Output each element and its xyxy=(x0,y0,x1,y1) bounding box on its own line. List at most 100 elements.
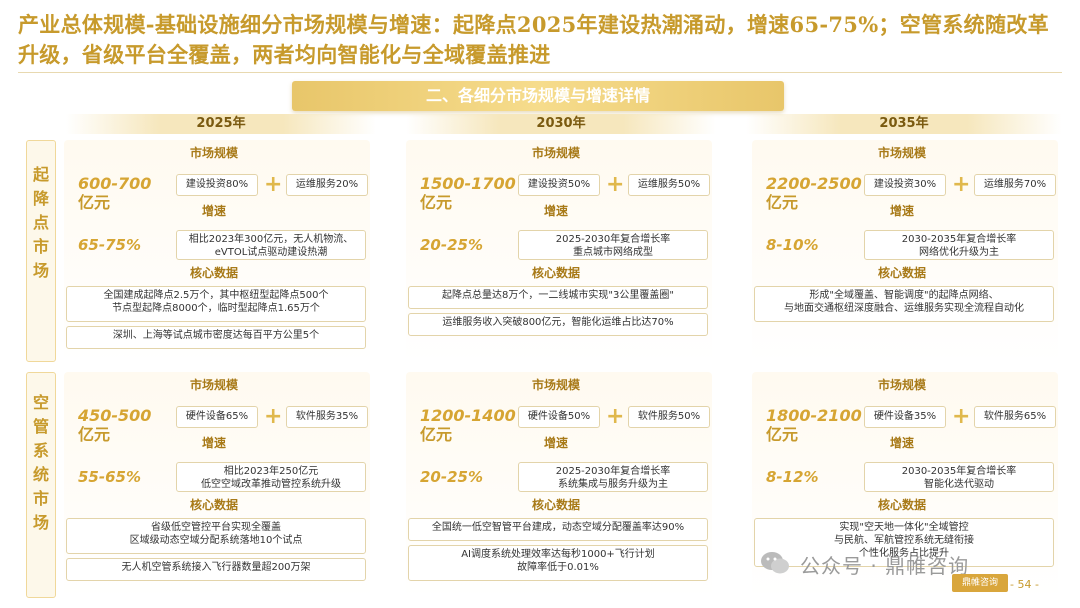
core-data-header: 核心数据 xyxy=(189,498,238,512)
core-data-box: 全国统一低空智管平台建成，动态空域分配覆盖率达90% xyxy=(408,518,708,541)
share-box-a: 硬件设备50% xyxy=(518,406,600,428)
size-unit: 亿元 xyxy=(766,193,799,212)
page-title: 产业总体规模-基础设施细分市场规模与增速：起降点2025年建设热潮涌动，增速65… xyxy=(18,12,1049,67)
core-data-box: 实现"空天地一体化"全域管控 与民航、军航管控系统无缝衔接 个性化服务占比提升 xyxy=(754,518,1054,567)
share-box-a: 建设投资50% xyxy=(518,174,600,196)
core-data-line: 形成"全域覆盖、智能调度"的起降点网络、 xyxy=(809,290,999,301)
core-data-line: 深圳、上海等试点城市密度达每百平方公里5个 xyxy=(112,330,320,341)
plus-icon: + xyxy=(952,172,971,197)
size-range: 600-700 xyxy=(78,174,152,193)
size-range: 450-500 xyxy=(78,406,152,425)
year-header-2025: 2025年 xyxy=(66,114,376,134)
growth-text-box: 2025-2030年复合增长率 系统集成与服务升级为主 xyxy=(518,462,708,492)
growth-text-box: 相比2023年250亿元 低空空域改革推动管控系统升级 xyxy=(176,462,366,492)
market-size-value: 2200-2500 亿元 xyxy=(766,174,862,212)
year-header-2035: 2035年 xyxy=(746,114,1062,134)
plus-icon: + xyxy=(606,404,625,429)
share-box-b: 软件服务65% xyxy=(974,406,1056,428)
growth-text-line: 低空空域改革推动管控系统升级 xyxy=(201,479,341,490)
growth-text-box: 相比2023年300亿元，无人机物流、 eVTOL试点驱动建设热潮 xyxy=(176,230,366,260)
size-range: 1200-1400 xyxy=(420,406,516,425)
core-data-box: 形成"全域覆盖、智能调度"的起降点网络、与地面交通枢纽深度融合、运维服务实现全流… xyxy=(754,286,1054,322)
core-data-box: 运维服务收入突破800亿元，智能化运维占比达70% xyxy=(408,313,708,336)
market-size-value: 600-700 亿元 xyxy=(78,174,151,212)
core-data-header: 核心数据 xyxy=(531,266,580,280)
share-box-b: 运维服务70% xyxy=(974,174,1056,196)
core-data-header: 核心数据 xyxy=(189,266,238,280)
growth-rate: 20-25% xyxy=(420,236,484,254)
size-unit: 亿元 xyxy=(420,193,453,212)
growth-text-line: 相比2023年300亿元，无人机物流、 xyxy=(188,234,354,245)
market-size-value: 1500-1700 亿元 xyxy=(420,174,516,212)
side-label-atc: 空管系统市场 xyxy=(26,372,56,598)
page-number: - 54 - xyxy=(1010,578,1039,591)
growth-rate: 65-75% xyxy=(78,236,142,254)
share-box-a: 建设投资80% xyxy=(176,174,258,196)
size-unit: 亿元 xyxy=(420,425,453,444)
watermark: 公众号 · 鼎帷咨询 xyxy=(800,554,970,578)
size-unit: 亿元 xyxy=(766,425,799,444)
size-range: 1800-2100 xyxy=(766,406,862,425)
brand-logo: 鼎帷咨询 xyxy=(952,574,1008,592)
core-data-box: 全国建成起降点2.5万个，其中枢纽型起降点500个 节点型起降点8000个，临时型… xyxy=(66,286,366,322)
market-size-header: 市场规模 xyxy=(531,146,580,160)
core-data-box: 无人机空管系统接入飞行器数量超200万架 xyxy=(66,558,366,581)
core-data-line: 与民航、军航管控系统无缝衔接 xyxy=(834,535,974,546)
share-box-a: 建设投资30% xyxy=(864,174,946,196)
market-size-header: 市场规模 xyxy=(877,378,926,392)
size-range: 2200-2500 xyxy=(766,174,862,193)
core-data-line: 省级低空管控平台实现全覆盖 xyxy=(151,522,281,533)
core-data-line: 无人机空管系统接入飞行器数量超200万架 xyxy=(121,562,311,573)
growth-text-line: 2025-2030年复合增长率 xyxy=(555,466,671,477)
growth-text-line: eVTOL试点驱动建设热潮 xyxy=(214,247,328,258)
size-unit: 亿元 xyxy=(78,193,111,212)
core-data-line: 故障率低于0.01% xyxy=(517,562,599,573)
growth-text-box: 2030-2035年复合增长率 网络优化升级为主 xyxy=(864,230,1054,260)
core-data-box: 起降点总量达8万个，一二线城市实现"3公里覆盖圈" xyxy=(408,286,708,309)
growth-rate: 8-10% xyxy=(766,236,819,254)
size-unit: 亿元 xyxy=(78,425,111,444)
growth-text-line: 2030-2035年复合增长率 xyxy=(901,466,1017,477)
core-data-line: 个性化服务占比提升 xyxy=(859,548,949,559)
size-range: 1500-1700 xyxy=(420,174,516,193)
wechat-icon xyxy=(760,550,790,576)
core-data-line: 与地面交通枢纽深度融合、运维服务实现全流程自动化 xyxy=(784,303,1024,314)
year-header-2030: 2030年 xyxy=(406,114,716,134)
core-data-box: 深圳、上海等试点城市密度达每百平方公里5个 xyxy=(66,326,366,349)
core-data-line: 起降点总量达8万个，一二线城市实现"3公里覆盖圈" xyxy=(442,290,674,301)
growth-header: 增速 xyxy=(889,436,914,450)
growth-text-box: 2025-2030年复合增长率 重点城市网络成型 xyxy=(518,230,708,260)
title-divider xyxy=(18,72,1062,73)
share-box-b: 软件服务35% xyxy=(286,406,368,428)
side-label-landing: 起降点市场 xyxy=(26,140,56,362)
market-size-header: 市场规模 xyxy=(531,378,580,392)
growth-text-box: 2030-2035年复合增长率 智能化迭代驱动 xyxy=(864,462,1054,492)
market-size-header: 市场规模 xyxy=(877,146,926,160)
share-box-b: 软件服务50% xyxy=(628,406,710,428)
core-data-header: 核心数据 xyxy=(877,266,926,280)
core-data-line: 节点型起降点8000个，临时型起降点1.65万个 xyxy=(112,303,320,314)
share-box-a: 硬件设备65% xyxy=(176,406,258,428)
share-box-a: 硬件设备35% xyxy=(864,406,946,428)
market-size-header: 市场规模 xyxy=(189,146,238,160)
share-box-b: 运维服务50% xyxy=(628,174,710,196)
core-data-line: 区域级动态空域分配系统落地10个试点 xyxy=(129,535,303,546)
market-size-value: 1800-2100 亿元 xyxy=(766,406,862,444)
growth-rate: 20-25% xyxy=(420,468,484,486)
share-box-b: 运维服务20% xyxy=(286,174,368,196)
market-size-value: 1200-1400 亿元 xyxy=(420,406,516,444)
market-size-value: 450-500 亿元 xyxy=(78,406,151,444)
growth-rate: 8-12% xyxy=(766,468,819,486)
growth-header: 增速 xyxy=(201,204,226,218)
core-data-box: 省级低空管控平台实现全覆盖区域级动态空域分配系统落地10个试点 xyxy=(66,518,366,554)
growth-header: 增速 xyxy=(201,436,226,450)
growth-text-line: 系统集成与服务升级为主 xyxy=(558,479,668,490)
growth-header: 增速 xyxy=(543,436,568,450)
core-data-box: AI调度系统处理效率达每秒1000+飞行计划 故障率低于0.01% xyxy=(408,545,708,581)
core-data-header: 核心数据 xyxy=(531,498,580,512)
growth-text-line: 重点城市网络成型 xyxy=(573,247,653,258)
growth-text-line: 2030-2035年复合增长率 xyxy=(901,234,1017,245)
growth-header: 增速 xyxy=(543,204,568,218)
core-data-line: 全国建成起降点2.5万个，其中枢纽型起降点500个 xyxy=(103,290,329,301)
plus-icon: + xyxy=(952,404,971,429)
